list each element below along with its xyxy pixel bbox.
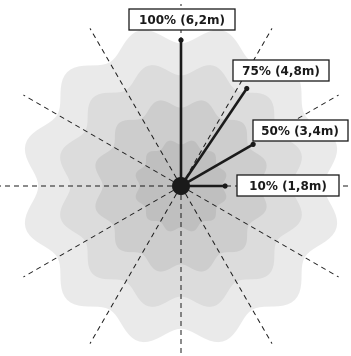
dashed-line-6 [23, 185, 182, 278]
dashed-line-9 [89, 28, 182, 187]
arrow-tip-zone-75 [244, 85, 250, 92]
label-zone-75: 75% (4,8m) [232, 59, 330, 82]
label-text-zone-10: 10% (1,8m) [249, 179, 327, 193]
label-zone-100: 100% (6,2m) [128, 8, 236, 31]
label-text-zone-100: 100% (6,2m) [139, 13, 225, 27]
dashed-line-5 [89, 185, 182, 344]
dashed-line-2 [180, 185, 339, 278]
label-box-zone-75 [232, 59, 330, 82]
label-text-zone-50: 50% (3,4m) [261, 124, 339, 138]
range-arrow-zone-75 [179, 87, 248, 187]
label-box-zone-50 [252, 119, 349, 142]
arrow-tip-zone-50 [250, 141, 256, 147]
range-arrow-zone-50 [180, 143, 254, 188]
dashed-line-11 [180, 28, 273, 187]
label-box-zone-100 [128, 8, 236, 31]
sensor-center-dot [172, 177, 190, 195]
arrow-tip-zone-100 [178, 37, 184, 43]
label-zone-10: 10% (1,8m) [236, 174, 340, 197]
label-box-zone-10 [236, 174, 340, 197]
dashed-line-8 [23, 94, 182, 187]
dashed-line-3 [180, 185, 273, 344]
arrow-tip-zone-10 [222, 183, 228, 189]
label-text-zone-75: 75% (4,8m) [242, 64, 320, 78]
label-zone-50: 50% (3,4m) [252, 119, 349, 142]
